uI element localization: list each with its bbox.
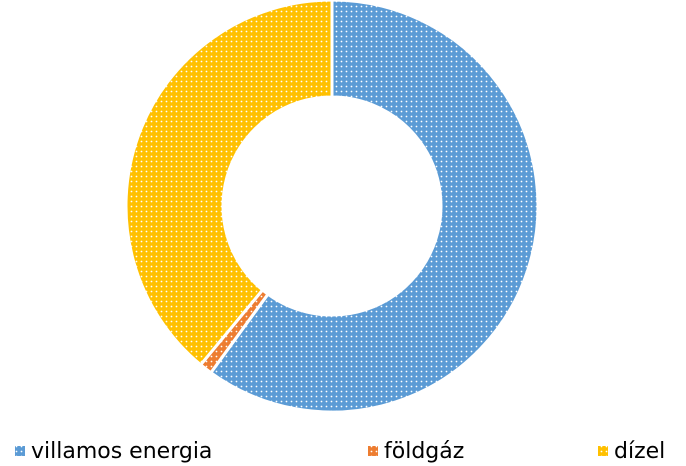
legend-label: villamos energia (31, 439, 212, 464)
legend-label: dízel (614, 439, 665, 464)
legend-marker (15, 446, 25, 456)
donut-slice (208, 0, 540, 414)
legend-marker (368, 446, 378, 456)
donut-slice (124, 0, 334, 367)
legend-label: földgáz (384, 439, 464, 464)
legend-marker (598, 446, 608, 456)
